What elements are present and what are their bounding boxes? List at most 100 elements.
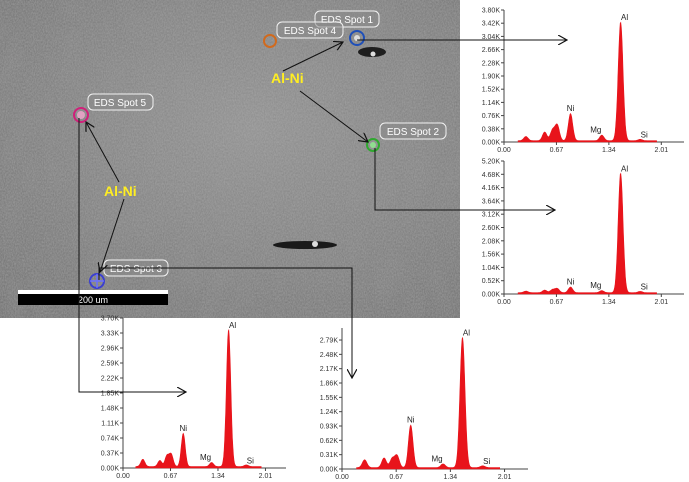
y-tick-label: 3.04K bbox=[482, 34, 501, 41]
peak-label-al: Al bbox=[229, 321, 236, 330]
y-tick-label: 0.00K bbox=[320, 467, 339, 474]
x-tick-label: 2.01 bbox=[654, 299, 668, 306]
y-tick-label: 2.60K bbox=[482, 225, 501, 232]
peak-label-mg: Mg bbox=[432, 454, 443, 463]
y-tick-label: 2.17K bbox=[320, 366, 339, 373]
peak-label-si: Si bbox=[483, 457, 490, 466]
svg-text:EDS Spot 2: EDS Spot 2 bbox=[387, 127, 440, 138]
y-tick-label: 2.28K bbox=[482, 60, 501, 67]
x-tick-label: 1.34 bbox=[602, 147, 616, 154]
peak-label-mg: Mg bbox=[590, 281, 601, 290]
phase-label-al-ni: Al-Ni bbox=[104, 183, 137, 199]
spot-label-3: EDS Spot 3 bbox=[103, 259, 169, 277]
y-tick-label: 0.74K bbox=[101, 436, 120, 443]
peak-label-si: Si bbox=[641, 283, 648, 292]
peak-label-si: Si bbox=[247, 456, 254, 465]
y-tick-label: 3.80K bbox=[482, 8, 501, 15]
spectrum-area bbox=[356, 336, 501, 470]
y-tick-label: 0.93K bbox=[320, 424, 339, 431]
y-tick-label: 1.48K bbox=[101, 406, 120, 413]
x-tick-label: 1.34 bbox=[444, 474, 458, 481]
x-tick-label: 2.01 bbox=[498, 474, 512, 481]
spot-label-4: EDS Spot 4 bbox=[276, 21, 344, 39]
pore bbox=[273, 241, 337, 249]
spectrum-area bbox=[135, 328, 262, 469]
scale-bar-label: 200 um bbox=[78, 295, 108, 305]
y-tick-label: 3.12K bbox=[482, 212, 501, 219]
y-tick-label: 0.38K bbox=[482, 126, 501, 133]
peak-label-ni: Ni bbox=[407, 415, 415, 424]
y-tick-label: 1.52K bbox=[482, 87, 501, 94]
y-tick-label: 2.66K bbox=[482, 47, 501, 54]
x-tick-label: 0.67 bbox=[389, 474, 403, 481]
y-tick-label: 2.08K bbox=[482, 238, 501, 245]
phase-label-al-ni: Al-Ni bbox=[271, 70, 304, 86]
peak-label-mg: Mg bbox=[200, 453, 211, 462]
y-tick-label: 2.48K bbox=[320, 352, 339, 359]
peak-label-ni: Ni bbox=[179, 424, 187, 433]
peak-label-al: Al bbox=[621, 164, 628, 173]
sem-image: 200 um EDS Spot 1 EDS Spot 4 bbox=[0, 0, 460, 318]
x-tick-label: 1.34 bbox=[211, 473, 225, 480]
peak-label-al: Al bbox=[463, 329, 470, 338]
peak-label-mg: Mg bbox=[590, 125, 601, 134]
y-tick-label: 3.42K bbox=[482, 21, 501, 28]
y-tick-label: 3.64K bbox=[482, 198, 501, 205]
y-tick-label: 4.68K bbox=[482, 172, 501, 179]
y-tick-label: 0.62K bbox=[320, 438, 339, 445]
x-tick-label: 0.00 bbox=[497, 147, 511, 154]
y-tick-label: 5.20K bbox=[482, 159, 501, 166]
y-tick-label: 2.59K bbox=[101, 361, 120, 368]
y-tick-label: 1.55K bbox=[320, 395, 339, 402]
y-tick-label: 1.24K bbox=[320, 409, 339, 416]
x-tick-label: 2.01 bbox=[654, 147, 668, 154]
y-tick-label: 0.31K bbox=[320, 452, 339, 459]
y-tick-label: 1.56K bbox=[482, 252, 501, 259]
spectrum-panel-spot-4: 0.00K 0.31K 0.62K 0.93K 1.24K 1.55K 1.86K 2.17K… bbox=[298, 318, 534, 482]
y-tick-label: 0.76K bbox=[482, 113, 501, 120]
spectrum-panel-spot-5: 0.00K 0.37K 0.74K 1.11K 1.48K 1.85K 2.22K 2.59K… bbox=[85, 315, 291, 482]
spot-label-5: EDS Spot 5 bbox=[87, 93, 154, 111]
y-tick-label: 0.00K bbox=[482, 292, 501, 299]
svg-text:EDS Spot 3: EDS Spot 3 bbox=[110, 264, 163, 275]
y-tick-label: 3.70K bbox=[101, 316, 120, 323]
y-tick-label: 0.00K bbox=[101, 466, 120, 473]
y-tick-label: 0.37K bbox=[101, 451, 120, 458]
y-tick-label: 1.85K bbox=[101, 391, 120, 398]
y-tick-label: 0.52K bbox=[482, 278, 501, 285]
x-tick-label: 0.00 bbox=[116, 473, 130, 480]
x-tick-label: 0.67 bbox=[550, 299, 564, 306]
x-tick-label: 0.00 bbox=[335, 474, 349, 481]
spot-marker-4 bbox=[263, 34, 277, 48]
y-tick-label: 1.04K bbox=[482, 265, 501, 272]
y-tick-label: 2.96K bbox=[101, 346, 120, 353]
x-tick-label: 0.00 bbox=[497, 299, 511, 306]
spectrum-area bbox=[517, 21, 657, 143]
y-tick-label: 2.79K bbox=[320, 338, 339, 345]
y-tick-label: 1.14K bbox=[482, 100, 501, 107]
sem-micrograph: 200 um EDS Spot 1 EDS Spot 4 bbox=[0, 0, 460, 318]
y-tick-label: 2.22K bbox=[101, 376, 120, 383]
peak-label-si: Si bbox=[641, 131, 648, 140]
y-tick-label: 3.33K bbox=[101, 331, 120, 338]
peak-label-ni: Ni bbox=[567, 104, 575, 113]
spot-marker-2 bbox=[366, 138, 380, 152]
svg-text:EDS Spot 1: EDS Spot 1 bbox=[321, 15, 374, 26]
spectrum-panel-spot-2: 0.00K 0.52K 1.04K 1.56K 2.08K 2.60K 3.12K 3.64K… bbox=[462, 158, 689, 306]
y-tick-label: 1.86K bbox=[320, 381, 339, 388]
peak-label-al: Al bbox=[621, 13, 628, 22]
y-tick-label: 0.00K bbox=[482, 140, 501, 147]
spectrum-panel-spot-1: 0.00K 0.38K 0.76K 1.14K 1.52K 1.90K 2.28K 2.66K… bbox=[462, 5, 689, 157]
y-tick-label: 1.90K bbox=[482, 74, 501, 81]
x-tick-label: 1.34 bbox=[602, 299, 616, 306]
spot-label-2: EDS Spot 2 bbox=[379, 122, 447, 140]
y-tick-label: 4.16K bbox=[482, 185, 501, 192]
x-tick-label: 2.01 bbox=[259, 473, 273, 480]
peak-label-ni: Ni bbox=[567, 277, 575, 286]
x-tick-label: 0.67 bbox=[164, 473, 178, 480]
spectrum-area bbox=[517, 172, 657, 295]
svg-text:EDS Spot 4: EDS Spot 4 bbox=[284, 26, 337, 37]
svg-text:EDS Spot 5: EDS Spot 5 bbox=[94, 98, 147, 109]
y-tick-label: 1.11K bbox=[101, 421, 119, 428]
x-tick-label: 0.67 bbox=[550, 147, 564, 154]
